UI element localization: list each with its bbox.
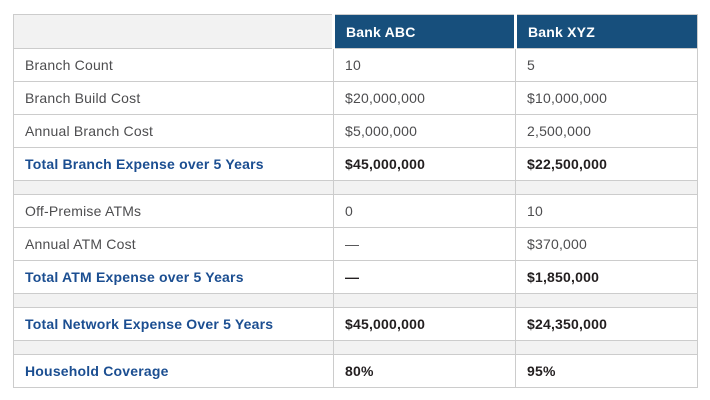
spacer-row (13, 293, 698, 308)
bank-xyz-value: $370,000 (515, 227, 698, 261)
spacer-cell (333, 340, 516, 355)
bank-xyz-value: $10,000,000 (515, 81, 698, 115)
bank-abc-value: 0 (333, 194, 516, 228)
row-label: Annual ATM Cost (13, 227, 334, 261)
bank-abc-value: $20,000,000 (333, 81, 516, 115)
spacer-cell (13, 293, 334, 308)
column-header-bank-abc: Bank ABC (332, 14, 516, 49)
bank-abc-value: 10 (333, 48, 516, 82)
spacer-cell (333, 293, 516, 308)
bank-xyz-value: 5 (515, 48, 698, 82)
bank-abc-value: $45,000,000 (333, 307, 516, 341)
bank-comparison-table-container: Bank ABC Bank XYZ Branch Count 10 5 Branch … (13, 14, 698, 388)
row-label: Annual Branch Cost (13, 114, 334, 148)
row-label: Branch Count (13, 48, 334, 82)
table-row: Total Network Expense Over 5 Years $45,00… (13, 307, 698, 341)
spacer-cell (515, 180, 698, 195)
table-row: Off-Premise ATMs 0 10 (13, 194, 698, 228)
table-body: Branch Count 10 5 Branch Build Cost $20,000,… (13, 48, 698, 388)
bank-xyz-value: $22,500,000 (515, 147, 698, 181)
table-row: Annual Branch Cost $5,000,000 2,500,000 (13, 114, 698, 148)
spacer-cell (333, 180, 516, 195)
row-label: Total Branch Expense over 5 Years (13, 147, 334, 181)
row-label: Off-Premise ATMs (13, 194, 334, 228)
spacer-row (13, 340, 698, 355)
table-row: Household Coverage 80% 95% (13, 354, 698, 388)
bank-xyz-value: $24,350,000 (515, 307, 698, 341)
spacer-cell (515, 340, 698, 355)
bank-comparison-table: Bank ABC Bank XYZ Branch Count 10 5 Branch … (13, 14, 698, 388)
table-row: Annual ATM Cost — $370,000 (13, 227, 698, 261)
row-label: Branch Build Cost (13, 81, 334, 115)
bank-abc-value: $45,000,000 (333, 147, 516, 181)
bank-xyz-value: 2,500,000 (515, 114, 698, 148)
bank-abc-value: — (333, 227, 516, 261)
row-label: Household Coverage (13, 354, 334, 388)
table-header: Bank ABC Bank XYZ (13, 14, 698, 49)
bank-abc-value: $5,000,000 (333, 114, 516, 148)
bank-abc-value: 80% (333, 354, 516, 388)
table-row: Total ATM Expense over 5 Years — $1,850,00… (13, 260, 698, 294)
spacer-row (13, 180, 698, 195)
spacer-cell (13, 180, 334, 195)
corner-header-cell (13, 14, 334, 49)
bank-abc-value: — (333, 260, 516, 294)
row-label: Total Network Expense Over 5 Years (13, 307, 334, 341)
spacer-cell (13, 340, 334, 355)
table-row: Branch Count 10 5 (13, 48, 698, 82)
bank-xyz-value: 10 (515, 194, 698, 228)
bank-xyz-value: $1,850,000 (515, 260, 698, 294)
row-label: Total ATM Expense over 5 Years (13, 260, 334, 294)
table-row: Branch Build Cost $20,000,000 $10,000,000 (13, 81, 698, 115)
column-header-bank-xyz: Bank XYZ (514, 14, 698, 49)
header-row: Bank ABC Bank XYZ (13, 14, 698, 49)
spacer-cell (515, 293, 698, 308)
bank-xyz-value: 95% (515, 354, 698, 388)
table-row: Total Branch Expense over 5 Years $45,000… (13, 147, 698, 181)
